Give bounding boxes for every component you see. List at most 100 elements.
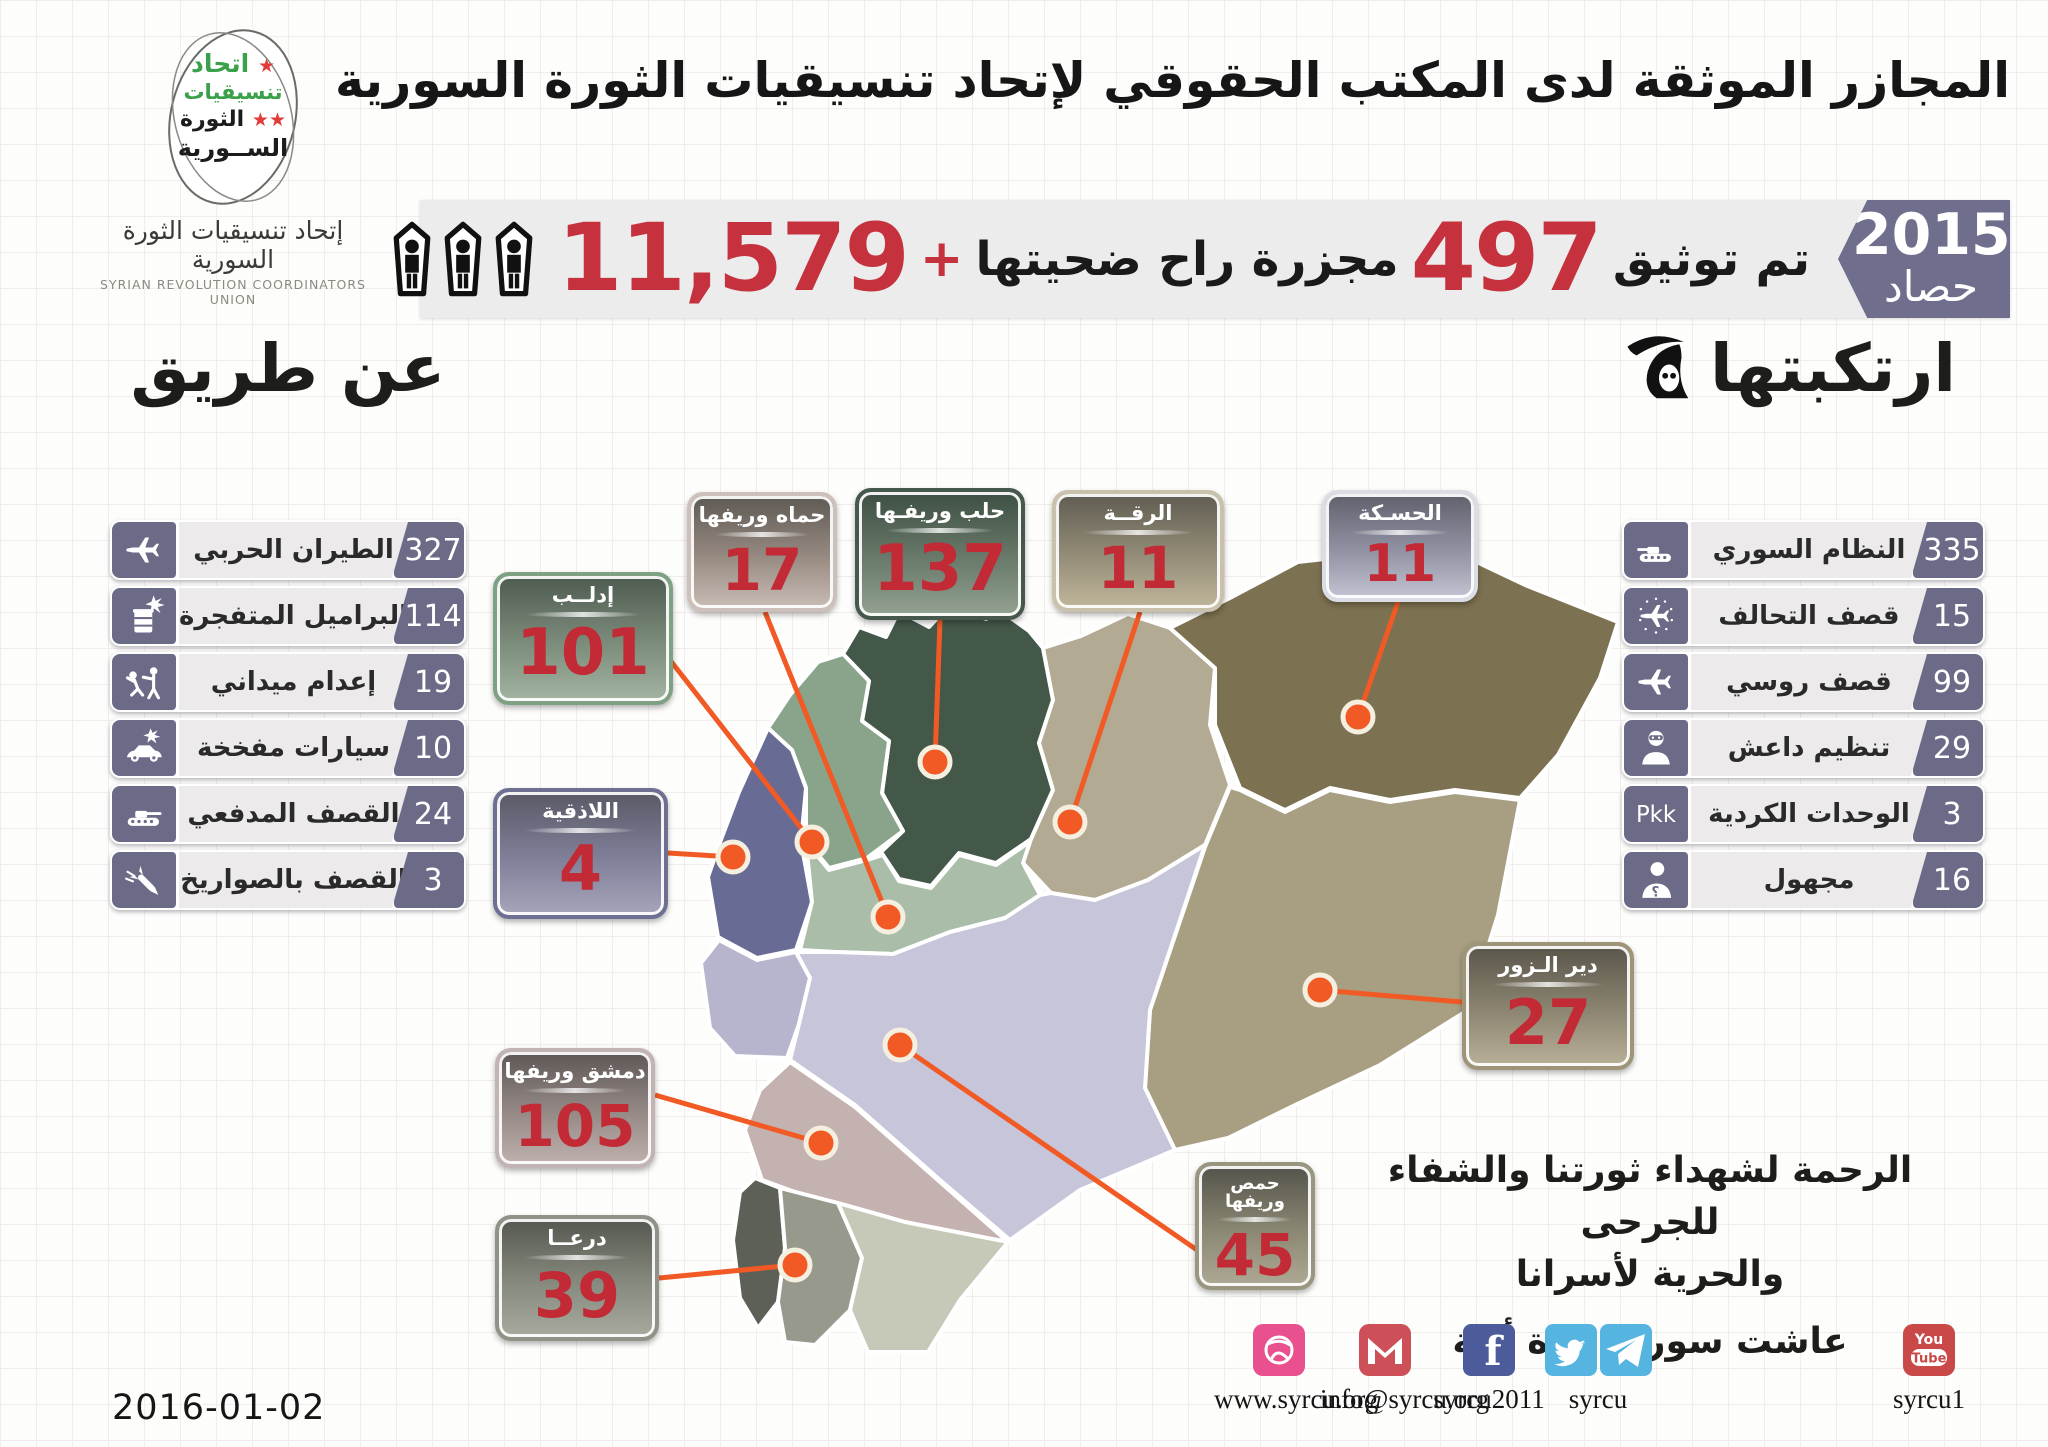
documented-label: تم توثيق: [1612, 231, 1810, 287]
perpetrators-list: النظام السوري 335 قصف التحالف 15 قصف روس…: [1622, 520, 1985, 916]
social-twitter-telegram[interactable]: syrcu: [1533, 1324, 1663, 1415]
year-tag: 2015 حصاد: [1838, 200, 2010, 318]
map-label-hasakah: الحسـكة 11: [1322, 490, 1478, 602]
social-facebook[interactable]: f syrcu2011: [1424, 1324, 1554, 1415]
leader-line-aleppo: [932, 619, 943, 763]
svg-text:؟: ؟: [1651, 885, 1659, 901]
pkk-text-icon: Pkk: [1624, 786, 1688, 842]
page-title: المجازر الموثقة لدى المكتب الحقوقي لإتحا…: [334, 52, 2010, 109]
social-youtube[interactable]: You Tube syrcu1: [1864, 1324, 1994, 1415]
province-suwayda: [836, 1201, 1010, 1354]
province-homs: [788, 843, 1207, 1242]
map-label-raqqa: الرقــة 11: [1052, 490, 1224, 612]
date-stamp: 2016-01-02: [112, 1388, 326, 1428]
map-label-homs: حمص وريفها 45: [1195, 1162, 1315, 1290]
map-marker-daraa: [777, 1247, 813, 1283]
svg-text:Tube: Tube: [1912, 1352, 1947, 1367]
logo-line-3: ★★ الثورة: [180, 106, 286, 132]
perpetrator-count: 99: [1913, 654, 1983, 710]
svg-text:Pkk: Pkk: [1636, 802, 1677, 828]
perpetrators-heading: ارتكبتها: [1622, 330, 1985, 407]
dedication-line-2: والحرية لأسرانا: [1515, 1254, 1785, 1296]
method-count: 114: [394, 588, 465, 644]
divider: [1349, 530, 1451, 535]
red-stars-icon: ★★: [251, 108, 286, 131]
field-execution-icon: [112, 654, 176, 710]
map-label-daraa: درعــا 39: [495, 1215, 659, 1341]
warplane-icon: [112, 522, 176, 578]
leader-line-homs: [898, 1042, 1199, 1253]
social-dribbble[interactable]: www.syrcu.org: [1214, 1324, 1378, 1415]
leader-line-hama: [762, 611, 891, 918]
telegram-icon[interactable]: [1599, 1324, 1652, 1376]
map-marker-latakia: [715, 839, 751, 875]
perpetrator-count: 16: [1913, 852, 1983, 908]
logo-oval-icon: ★ اتحاد تنسيقيات ★★ الثورة الســورية: [128, 22, 338, 212]
twitter-icon[interactable]: [1544, 1324, 1597, 1376]
method-row-rockets: القصف بالصواريخ 3: [110, 850, 466, 910]
divider: [523, 1088, 627, 1093]
leader-line-hasakah: [1355, 601, 1401, 718]
logo-line-4: الســورية: [177, 134, 289, 162]
method-row-artillery: القصف المدفعي 24: [110, 784, 466, 844]
summary-banner: تم توثيق 497 مجزرة راح ضحيتها + 11,579 2…: [393, 200, 2010, 318]
youtube-icon[interactable]: You Tube: [1903, 1324, 1955, 1376]
map-label-hama: حماه وريفها 17: [687, 492, 837, 612]
perpetrator-count: 15: [1913, 588, 1983, 644]
divider: [1492, 982, 1604, 987]
dedication-line-1: الرحمة لشهداء ثورتنا والشفاء للجرحى: [1387, 1150, 1913, 1244]
car-bomb-icon: [112, 720, 176, 776]
logo: ★ اتحاد تنسيقيات ★★ الثورة الســورية إتح…: [88, 22, 378, 307]
method-row-field-execution: إعدام ميداني 19: [110, 652, 466, 712]
dribbble-icon[interactable]: [1253, 1324, 1305, 1376]
method-count: 3: [394, 852, 464, 908]
methods-heading: عن طريق: [130, 330, 446, 407]
map-marker-raqqa: [1052, 804, 1088, 840]
facebook-icon[interactable]: f: [1463, 1324, 1515, 1376]
tank-icon: [1624, 522, 1688, 578]
method-count: 10: [394, 720, 464, 776]
coffin-icons: [391, 220, 535, 298]
divider: [523, 1255, 631, 1260]
social-label[interactable]: syrcu1: [1893, 1384, 1965, 1414]
email-icon[interactable]: [1359, 1324, 1411, 1376]
artillery-tank-icon: [112, 786, 176, 842]
social-label[interactable]: syrcu: [1568, 1384, 1628, 1414]
russian-jet-icon: [1624, 654, 1688, 710]
logo-caption-english: SYRIAN REVOLUTION COORDINATORS UNION: [100, 277, 366, 307]
svg-text:You: You: [1914, 1332, 1943, 1348]
leader-line-deir-ezzor: [1319, 987, 1463, 1005]
divider: [1082, 530, 1194, 535]
social-label[interactable]: syrcu2011: [1433, 1384, 1545, 1414]
map-marker-idlib: [794, 824, 830, 860]
map-label-idlib: إدلــب 101: [493, 572, 673, 705]
divider: [1216, 1217, 1294, 1222]
perpetrator-row-daesh: تنظيم داعش 29: [1622, 718, 1985, 778]
logo-line-1: ★ اتحاد: [191, 49, 275, 78]
perpetrator-row-kurdish-units: Pkk الوحدات الكردية 3: [1622, 784, 1985, 844]
method-count: 24: [394, 786, 464, 842]
year-label: 2015: [1852, 202, 2011, 269]
barrel-bomb-icon: [112, 588, 176, 644]
victims-label: مجزرة راح ضحيتها: [975, 231, 1399, 287]
masked-militant-icon: [1624, 720, 1688, 776]
coffin-icon: [393, 221, 431, 297]
svg-text:f: f: [1484, 1328, 1504, 1375]
map-marker-deir-ezzor: [1302, 972, 1338, 1008]
logo-line-2: تنسيقيات: [183, 80, 283, 105]
rocket-icon: [112, 852, 176, 908]
leader-line-damascus: [654, 1092, 822, 1146]
victims-count: 11,579: [557, 204, 910, 313]
leader-line-idlib: [668, 658, 814, 844]
perpetrator-row-coalition: قصف التحالف 15: [1622, 586, 1985, 646]
divider: [713, 532, 811, 537]
perpetrator-row-unknown: ؟ مجهول 16: [1622, 850, 1985, 910]
unknown-person-icon: ؟: [1624, 852, 1688, 908]
leader-line-daraa: [658, 1262, 796, 1281]
method-row-car-bombs: سيارات مفخخة 10: [110, 718, 466, 778]
map-marker-hama: [870, 899, 906, 935]
method-count: 19: [394, 654, 464, 710]
perpetrator-count: 29: [1913, 720, 1983, 776]
